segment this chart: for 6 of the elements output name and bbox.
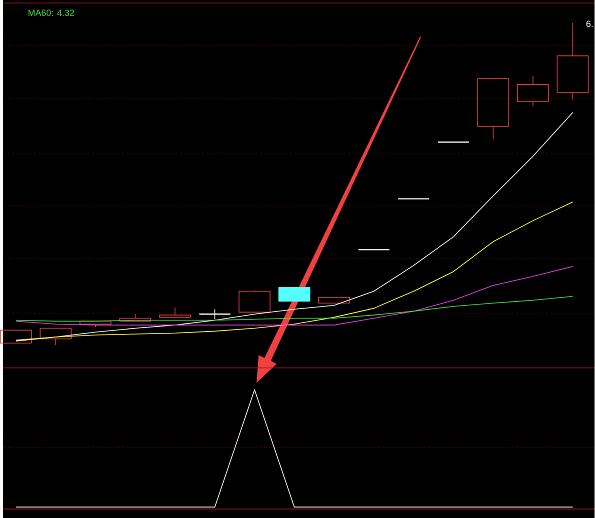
annotation: 6.	[586, 20, 593, 27]
candlestick	[198, 308, 231, 320]
candlestick	[159, 306, 191, 318]
candlestick	[477, 78, 510, 140]
candlestick	[517, 75, 549, 107]
text: MA60: 4.32	[28, 10, 74, 16]
